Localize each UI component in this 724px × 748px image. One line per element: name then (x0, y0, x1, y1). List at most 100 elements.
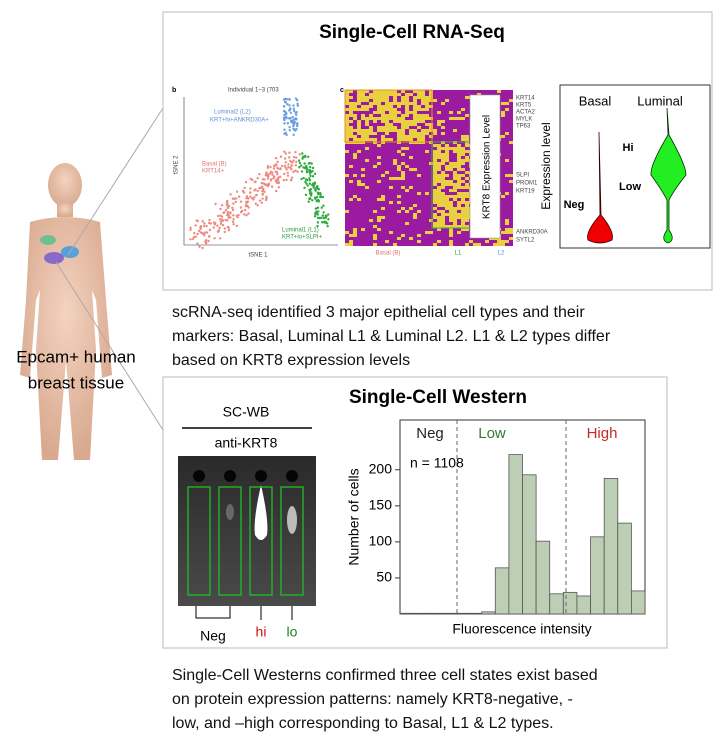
heat-cell (365, 108, 369, 111)
axis-label: Expression level (539, 122, 553, 209)
heat-cell (345, 120, 349, 123)
heat-cell (409, 153, 413, 156)
heat-cell (437, 114, 441, 117)
heat-cell (453, 243, 457, 246)
heat-cell (365, 159, 369, 162)
cell-dot (326, 224, 329, 228)
heat-cell (417, 138, 421, 141)
heat-cell (433, 234, 437, 237)
heat-cell (413, 117, 417, 120)
heat-cell (425, 228, 429, 231)
heat-cell (361, 108, 365, 111)
heat-cell (421, 180, 425, 183)
cell-dot (226, 206, 230, 210)
heat-cell (377, 138, 381, 141)
heat-cell (389, 153, 393, 156)
heat-cell (465, 123, 469, 126)
heat-cell (389, 147, 393, 150)
cell-dot (225, 201, 229, 204)
heat-cell (405, 207, 409, 210)
heat-cell (501, 186, 505, 189)
heat-cell (453, 174, 457, 177)
heat-cell (389, 156, 393, 159)
heat-cell (501, 219, 505, 222)
heat-cell (421, 225, 425, 228)
heat-cell (385, 174, 389, 177)
heat-cell (437, 144, 441, 147)
cell-dot (245, 195, 249, 198)
heat-cell (417, 207, 421, 210)
heat-cell (509, 204, 513, 207)
heat-cell (393, 162, 397, 165)
heat-cell (369, 114, 373, 117)
heat-cell (445, 114, 449, 117)
heat-cell (425, 156, 429, 159)
well (193, 470, 205, 482)
heat-cell (345, 129, 349, 132)
heat-cell (409, 201, 413, 204)
heat-cell (369, 147, 373, 150)
heat-cell (421, 243, 425, 246)
heat-cell (505, 120, 509, 123)
heat-cell (421, 129, 425, 132)
cell-dot (235, 224, 239, 228)
heat-cell (505, 183, 509, 186)
group-label: Basal (579, 93, 612, 108)
heat-cell (389, 96, 393, 99)
heat-cell (369, 237, 373, 240)
heat-cell (389, 243, 393, 246)
heat-cell (501, 93, 505, 96)
heat-cell (437, 99, 441, 102)
heat-cell (413, 186, 417, 189)
cell-dot (283, 157, 287, 160)
heat-cell (409, 93, 413, 96)
heat-cell (389, 123, 393, 126)
heat-cell (413, 111, 417, 114)
heat-cell (381, 93, 385, 96)
heat-cell (509, 156, 513, 159)
y-tick-label: 200 (369, 460, 393, 476)
heat-cell (429, 147, 433, 150)
heat-cell (461, 165, 465, 168)
heat-cell (405, 192, 409, 195)
heat-cell (357, 204, 361, 207)
heat-cell (417, 144, 421, 147)
heat-cell (425, 183, 429, 186)
heat-cell (349, 222, 353, 225)
heat-cell (493, 240, 497, 243)
cell-dot (280, 164, 284, 168)
heat-cell (441, 108, 445, 111)
heat-cell (417, 216, 421, 219)
heat-cell (353, 123, 357, 126)
heat-cell (465, 120, 469, 123)
heat-cell (421, 114, 425, 117)
cell-dot (213, 223, 217, 226)
heat-cell (413, 237, 417, 240)
heat-cell (509, 186, 513, 189)
heat-cell (509, 213, 513, 216)
heat-cell (449, 108, 453, 111)
heat-cell (421, 111, 425, 114)
heat-cell (373, 174, 377, 177)
heat-cell (421, 105, 425, 108)
heat-cell (505, 195, 509, 198)
cell-dot (308, 182, 312, 185)
y-tick-label: 50 (376, 569, 392, 585)
heat-cell (413, 144, 417, 147)
heat-cell (457, 219, 461, 222)
heat-cell (381, 201, 385, 204)
heat-cell (421, 150, 425, 153)
heat-cell (509, 174, 513, 177)
heat-cell (453, 183, 457, 186)
heat-cell (465, 99, 469, 102)
heat-cell (425, 186, 429, 189)
heat-cell (409, 114, 413, 117)
heat-cell (437, 126, 441, 129)
heat-cell (445, 93, 449, 96)
heat-cell (437, 213, 441, 216)
heat-cell (393, 165, 397, 168)
heat-cell (449, 138, 453, 141)
heat-cell (349, 105, 353, 108)
heat-cell (461, 216, 465, 219)
